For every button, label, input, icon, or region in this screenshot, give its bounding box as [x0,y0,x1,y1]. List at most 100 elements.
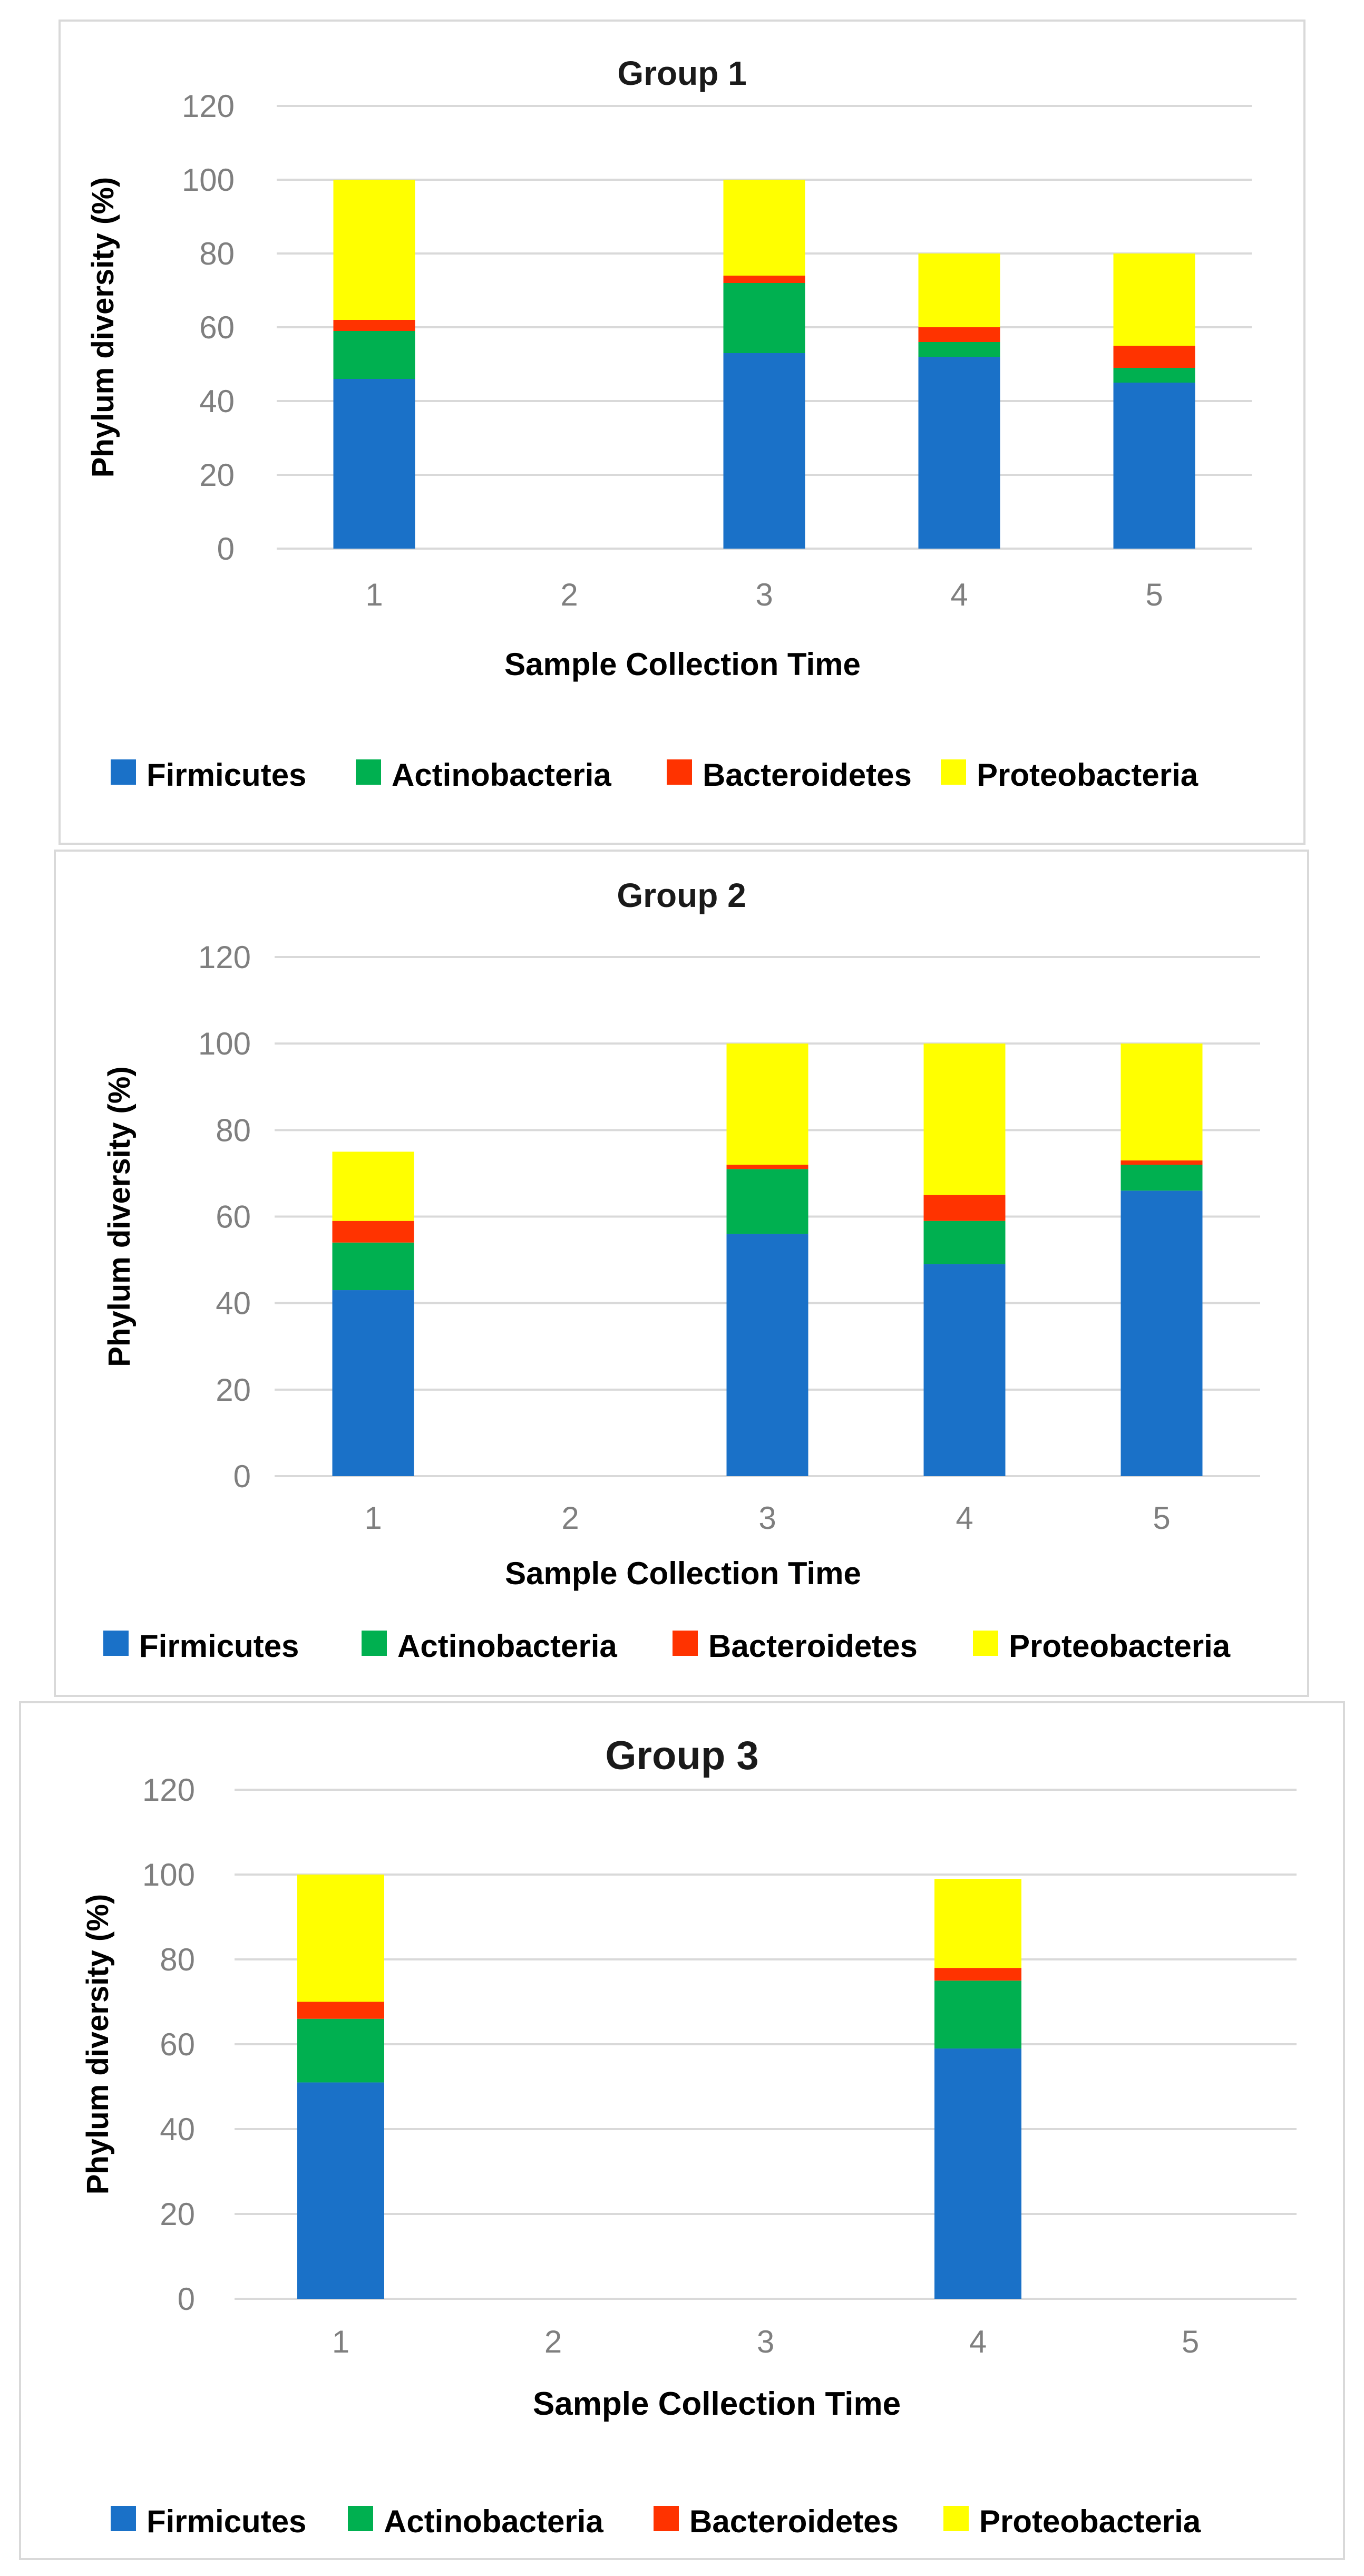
bar-segment-firmicutes-1 [297,2082,384,2299]
y-tick-label: 0 [217,531,235,567]
bar-segment-proteobacteria-3 [726,1043,808,1165]
y-tick-label: 0 [178,2281,195,2317]
bar-segment-actinobacteria-4 [923,1221,1006,1264]
x-tick-label: 1 [332,2324,349,2359]
bar-segment-bacteroidetes-4 [934,1968,1021,1981]
x-tick-label: 4 [969,2324,987,2359]
chart-title: Group 1 [617,54,746,92]
chart-svg: Group 1 0 20 40 60 80 100 120 1 2 3 4 5 Sample Collec… [86,54,1252,793]
bar-segment-proteobacteria-1 [297,1875,384,2002]
legend-label-proteobacteria: Proteobacteria [977,757,1199,793]
x-tick-label: 2 [560,577,578,612]
bar-segment-proteobacteria-1 [333,180,415,320]
bar-segment-proteobacteria-1 [332,1152,414,1221]
y-tick-label: 120 [182,89,235,124]
chart-panel-group-3: Group 3 0 20 40 60 80 100 120 1 2 3 4 5 Sample Collec… [19,1701,1345,2560]
chart-svg: Group 3 0 20 40 60 80 100 120 1 2 3 4 5 Sample Collec… [81,1733,1297,2539]
legend-swatch-actinobacteria [362,1631,387,1656]
legend-label-bacteroidetes: Bacteroidetes [703,757,912,793]
x-tick-label: 1 [365,577,383,612]
bar-segment-bacteroidetes-3 [726,1165,808,1169]
legend-label-bacteroidetes: Bacteroidetes [708,1628,918,1664]
bar-segment-proteobacteria-5 [1113,253,1195,346]
legend-swatch-proteobacteria [973,1631,998,1656]
bar-segment-actinobacteria-1 [297,2018,384,2083]
x-axis-label: Sample Collection Time [533,2386,901,2422]
bar-segment-proteobacteria-4 [923,1043,1006,1195]
legend-swatch-firmicutes [111,2506,136,2531]
legend-label-firmicutes: Firmicutes [139,1628,299,1664]
legend-label-firmicutes: Firmicutes [147,2504,306,2539]
legend-swatch-proteobacteria [941,759,966,785]
legend-label-firmicutes: Firmicutes [147,757,306,793]
chart-svg: Group 2 0 20 40 60 80 100 120 1 2 3 4 5 Sample Collec… [102,876,1260,1664]
legend-swatch-bacteroidetes [673,1631,698,1656]
bar-segment-proteobacteria-3 [723,180,805,276]
bar-segment-actinobacteria-5 [1113,368,1195,383]
y-tick-label: 60 [216,1199,251,1235]
y-axis-label: Phylum diversity (%) [81,1894,115,2194]
x-axis-label: Sample Collection Time [505,1556,861,1591]
bar-segment-firmicutes-3 [726,1234,808,1476]
legend-swatch-bacteroidetes [667,759,692,785]
x-axis-label: Sample Collection Time [504,647,861,682]
y-tick-label: 120 [142,1772,195,1808]
x-tick-label: 4 [950,577,968,612]
y-tick-label: 40 [216,1286,251,1321]
y-tick-label: 120 [198,940,251,975]
chart-panel-group-1: Group 1 0 20 40 60 80 100 120 1 2 3 4 5 Sample Collec… [59,19,1305,845]
y-tick-label: 100 [182,162,235,198]
legend-swatch-proteobacteria [943,2506,969,2531]
y-tick-label: 80 [199,236,235,271]
x-tick-label: 1 [364,1500,382,1536]
bar-segment-bacteroidetes-5 [1121,1160,1203,1165]
bar-segment-firmicutes-3 [723,353,805,549]
y-tick-label: 20 [160,2197,195,2232]
y-tick-label: 100 [198,1026,251,1061]
legend-label-actinobacteria: Actinobacteria [384,2504,603,2539]
bar-segment-bacteroidetes-1 [333,320,415,331]
bar-segment-proteobacteria-4 [934,1879,1021,1968]
bar-segment-firmicutes-4 [934,2048,1021,2299]
bar-segment-actinobacteria-5 [1121,1165,1203,1191]
x-tick-label: 2 [544,2324,562,2359]
y-tick-label: 80 [216,1113,251,1148]
legend-label-proteobacteria: Proteobacteria [1009,1628,1231,1664]
x-tick-label: 3 [758,1500,776,1536]
x-tick-label: 4 [956,1500,973,1536]
bar-segment-proteobacteria-4 [918,253,1000,327]
chart-title: Group 2 [617,876,746,914]
legend-swatch-actinobacteria [356,759,381,785]
y-axis-label: Phylum diversity (%) [86,177,120,477]
legend-swatch-firmicutes [111,759,136,785]
legend-label-actinobacteria: Actinobacteria [392,757,611,793]
legend-label-actinobacteria: Actinobacteria [397,1628,617,1664]
bar-segment-firmicutes-5 [1113,383,1195,549]
x-tick-label: 3 [755,577,773,612]
x-tick-label: 3 [757,2324,774,2359]
bar-segment-firmicutes-4 [923,1264,1006,1476]
x-tick-label: 5 [1182,2324,1199,2359]
bar-segment-actinobacteria-4 [918,342,1000,357]
bar-segment-actinobacteria-4 [934,1980,1021,2049]
bar-segment-bacteroidetes-3 [723,276,805,283]
bar-segment-bacteroidetes-5 [1113,346,1195,368]
x-tick-label: 2 [561,1500,579,1536]
y-tick-label: 0 [233,1459,251,1494]
bar-segment-bacteroidetes-4 [918,327,1000,342]
y-tick-label: 20 [216,1372,251,1408]
chart-panel-group-2: Group 2 0 20 40 60 80 100 120 1 2 3 4 5 Sample Collec… [54,850,1309,1697]
bar-segment-bacteroidetes-1 [297,2002,384,2019]
bar-segment-actinobacteria-1 [333,331,415,379]
bar-segment-firmicutes-5 [1121,1191,1203,1476]
bar-segment-firmicutes-1 [332,1290,414,1476]
legend-swatch-firmicutes [103,1631,129,1656]
bar-segment-bacteroidetes-4 [923,1195,1006,1221]
bar-segment-actinobacteria-3 [723,283,805,353]
chart-title: Group 3 [605,1733,758,1778]
y-tick-label: 60 [199,310,235,345]
y-tick-label: 20 [199,457,235,493]
bar-segment-firmicutes-4 [918,357,1000,549]
legend-label-proteobacteria: Proteobacteria [979,2504,1201,2539]
y-axis-label: Phylum diversity (%) [102,1066,137,1367]
